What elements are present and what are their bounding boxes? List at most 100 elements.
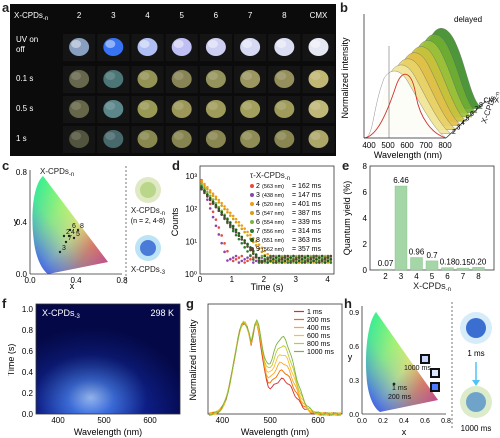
legend-label: 800 ms bbox=[307, 341, 330, 348]
bar-value-label: 0.07 bbox=[378, 259, 394, 268]
legend-lifetime: = 401 ms bbox=[292, 201, 321, 208]
x-tick: 500 bbox=[97, 416, 111, 425]
decay-point-5 bbox=[203, 184, 206, 188]
cie-point bbox=[76, 228, 80, 232]
decay-point-4 bbox=[211, 192, 215, 195]
arrow-down-icon bbox=[472, 380, 480, 386]
decay-point-5 bbox=[220, 204, 223, 207]
x-tick-labels: 400 500 600 700 800 bbox=[362, 141, 452, 150]
photo-grid-cells bbox=[63, 34, 335, 153]
row-label: UV on bbox=[16, 35, 38, 44]
row-label: 1 s bbox=[16, 134, 27, 143]
decay-point-5 bbox=[237, 224, 241, 227]
legend-wavelength: (554 nm) bbox=[262, 220, 284, 226]
cie-point bbox=[72, 236, 76, 240]
decay-point-2 bbox=[234, 257, 238, 261]
decay-point-9 bbox=[226, 220, 229, 223]
x-tick: 400 bbox=[216, 416, 230, 425]
decay-point-9 bbox=[240, 238, 244, 241]
decay-point-9 bbox=[303, 261, 307, 264]
decay-point-9 bbox=[300, 254, 304, 258]
decay-point-5 bbox=[206, 187, 209, 191]
legend-lifetime: = 357 ms bbox=[292, 246, 321, 253]
decay-point-8 bbox=[318, 256, 321, 259]
legend-wavelength: (551 nm) bbox=[262, 238, 284, 244]
decay-point-5 bbox=[200, 181, 203, 184]
photo-cell bbox=[63, 126, 96, 153]
legend-top-label: 1 ms bbox=[467, 349, 484, 358]
x-tick: 700 bbox=[419, 141, 433, 150]
decay-point-2 bbox=[211, 210, 215, 214]
decay-point-4 bbox=[220, 201, 223, 205]
photo-cell bbox=[97, 34, 130, 61]
legend-index: 6 bbox=[256, 219, 260, 226]
decay-point-5 bbox=[214, 197, 218, 201]
legend-label: 600 ms bbox=[307, 333, 330, 340]
delayed-spectra-stack bbox=[363, 28, 484, 139]
series-tick: 2 bbox=[452, 129, 456, 136]
x-axis-label: X-CPDs-n bbox=[413, 281, 451, 292]
cie-point bbox=[64, 240, 68, 244]
decay-point-3 bbox=[231, 256, 235, 259]
column-header: 8 bbox=[282, 11, 287, 20]
decay-point-4 bbox=[223, 205, 226, 208]
y-axis-label: Time (s) bbox=[8, 344, 16, 377]
decay-point-2 bbox=[243, 261, 246, 264]
cie-point-label: 3 bbox=[62, 245, 66, 252]
y-tick: 0.6 bbox=[22, 347, 34, 356]
legend-label: 1000 ms bbox=[307, 349, 334, 356]
y-axis-label: Normalized intensity bbox=[188, 319, 198, 401]
x-tick: 3 bbox=[399, 272, 404, 281]
photo-cell bbox=[302, 96, 335, 123]
legend-marker bbox=[250, 220, 254, 224]
photo-cell bbox=[302, 126, 335, 153]
decay-point-9 bbox=[208, 198, 212, 202]
photo-cell bbox=[234, 126, 267, 153]
decay-point-7 bbox=[272, 261, 275, 264]
decay-point-3 bbox=[237, 261, 241, 264]
column-header: 7 bbox=[248, 11, 253, 20]
legend-marker bbox=[250, 238, 254, 242]
bar-4 bbox=[410, 257, 423, 271]
decay-point-3 bbox=[246, 256, 249, 259]
legend-note: (n = 2, 4-8) bbox=[131, 218, 165, 225]
decay-point-9 bbox=[251, 252, 255, 256]
y-tick: 0.8 bbox=[22, 326, 34, 335]
x-tick: 3 bbox=[293, 275, 298, 284]
legend-marker bbox=[250, 211, 254, 215]
y-tick: 0.8 bbox=[16, 168, 28, 177]
y-tick: 0.0 bbox=[22, 410, 34, 419]
inset-photos bbox=[420, 354, 440, 392]
bar-5 bbox=[425, 260, 439, 271]
panel-label-c: c bbox=[2, 158, 10, 173]
x-tick-labels: 400 500 600 bbox=[216, 416, 326, 425]
decay-point-5 bbox=[254, 244, 258, 247]
legend-marker bbox=[250, 229, 254, 233]
decay-point-4 bbox=[226, 208, 229, 211]
x-tick: 400 bbox=[362, 141, 376, 150]
y-tick: 1.0 bbox=[22, 305, 34, 314]
x-tick-labels: 0.0 0.4 0.8 bbox=[24, 276, 128, 285]
photo-cell bbox=[63, 66, 96, 93]
legend-lifetime: = 314 ms bbox=[292, 228, 321, 235]
decay-point-5 bbox=[223, 207, 226, 211]
bar-8 bbox=[472, 267, 485, 271]
decay-point-9 bbox=[263, 259, 267, 263]
bar-6 bbox=[441, 267, 454, 271]
y-axis-label: Normalized intensity bbox=[340, 37, 350, 119]
cie-legend-2: X-CPDs-3 bbox=[131, 265, 166, 276]
decay-point-5 bbox=[260, 250, 264, 254]
legend-index: 8 bbox=[256, 237, 260, 244]
decay-point-8 bbox=[217, 207, 221, 211]
decay-point-9 bbox=[280, 257, 284, 261]
decay-point-9 bbox=[315, 254, 318, 258]
decay-point-5 bbox=[234, 220, 238, 224]
label-200ms: 200 ms bbox=[388, 394, 411, 401]
decay-point-3 bbox=[217, 233, 221, 236]
y-axis-label: Quantum yield (%) bbox=[342, 181, 352, 256]
decay-point-2 bbox=[223, 242, 226, 245]
decay-point-5 bbox=[246, 234, 249, 237]
panel-label-e: e bbox=[342, 158, 350, 173]
series-tick: 3 bbox=[457, 125, 461, 132]
column-header: 2 bbox=[77, 11, 82, 20]
